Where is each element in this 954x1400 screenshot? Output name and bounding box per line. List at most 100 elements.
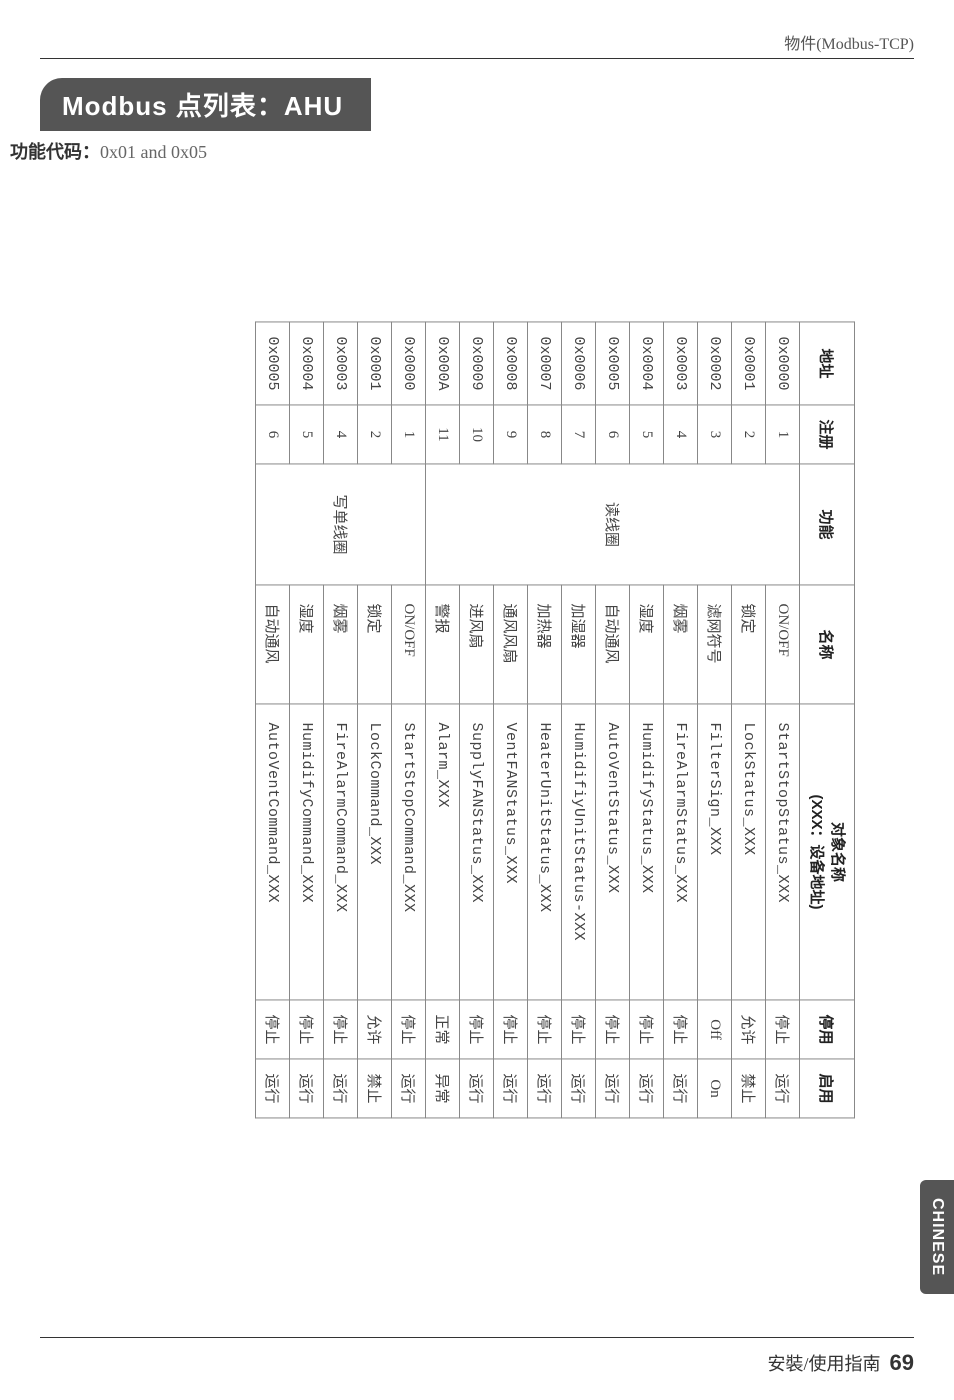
cell-addr: 0x0001: [732, 322, 766, 405]
cell-name: ON/OFF: [392, 585, 426, 704]
cell-obj: Alarm_XXX: [426, 704, 460, 1000]
cell-enabled: 运行: [290, 1059, 324, 1118]
cell-obj: FireAlarmCommand_XXX: [324, 704, 358, 1000]
cell-reg: 7: [562, 405, 596, 464]
cell-name: 湿度: [290, 585, 324, 704]
cell-obj: HeaterUnitStatus_XXX: [528, 704, 562, 1000]
function-code-label: 功能代码：0x01 and 0x05: [10, 138, 207, 164]
cell-enabled: 运行: [256, 1059, 290, 1118]
cell-addr: 0x0005: [596, 322, 630, 405]
table-row: 0x00012 锁定LockStatus_XXX允许禁止: [732, 322, 766, 1118]
cell-addr: 0x0008: [494, 322, 528, 405]
cell-addr: 0x0000: [766, 322, 800, 405]
table-row: 0x00012锁定LockCommand_XXX允许禁止: [358, 322, 392, 1118]
cell-reg: 1: [766, 405, 800, 464]
cell-disabled: 停止: [664, 1000, 698, 1059]
cell-obj: AutoVentStatus_XXX: [596, 704, 630, 1000]
cell-obj: LockCommand_XXX: [358, 704, 392, 1000]
cell-disabled: 停止: [766, 1000, 800, 1059]
cell-addr: 0x0004: [290, 322, 324, 405]
subtitle-label: 功能代码：: [10, 142, 100, 162]
col-func: 功能: [800, 464, 855, 585]
cell-reg: 5: [630, 405, 664, 464]
cell-reg: 6: [596, 405, 630, 464]
cell-addr: 0x0006: [562, 322, 596, 405]
table-row: 0x00001读线圈ON/OFFStartStopStatus_XXX停止运行: [766, 322, 800, 1118]
cell-enabled: 运行: [664, 1059, 698, 1118]
cell-obj: LockStatus_XXX: [732, 704, 766, 1000]
cell-name: 自动通风: [256, 585, 290, 704]
cell-reg: 2: [732, 405, 766, 464]
cell-disabled: 停止: [596, 1000, 630, 1059]
table-row: 0x00078加热器HeaterUnitStatus_XXX停止运行: [528, 322, 562, 1118]
cell-reg: 6: [256, 405, 290, 464]
cell-disabled: Off: [698, 1000, 732, 1059]
table-row: 0x00045湿度HumidifyCommand_XXX停止运行: [290, 322, 324, 1118]
cell-obj: HumidifyStatus_XXX: [630, 704, 664, 1000]
cell-reg: 8: [528, 405, 562, 464]
cell-reg: 1: [392, 405, 426, 464]
table-row: 0x00034烟雾FireAlarmStatus_XXX停止运行: [664, 322, 698, 1118]
cell-reg: 4: [664, 405, 698, 464]
cell-name: 锁定: [732, 585, 766, 704]
footer-divider: [40, 1337, 914, 1338]
cell-disabled: 允许: [732, 1000, 766, 1059]
cell-reg: 10: [460, 405, 494, 464]
table-row: 0x00056自动通风AutoVentCommand_XXX停止运行: [256, 322, 290, 1118]
table-row: 0x00089通风风扇VentFANStatus_XXX停止运行: [494, 322, 528, 1118]
col-obj-l2: (XXX：设备地址): [808, 795, 825, 910]
col-obj: 对象名称 (XXX：设备地址): [800, 704, 855, 1000]
cell-enabled: 运行: [494, 1059, 528, 1118]
cell-func-write: 写单线圈: [256, 464, 426, 585]
cell-name: 自动通风: [596, 585, 630, 704]
cell-disabled: 停止: [630, 1000, 664, 1059]
cell-func-read: 读线圈: [426, 464, 800, 585]
cell-enabled: 禁止: [732, 1059, 766, 1118]
cell-addr: 0x0005: [256, 322, 290, 405]
cell-reg: 11: [426, 405, 460, 464]
cell-name: 加湿器: [562, 585, 596, 704]
cell-addr: 0x0003: [664, 322, 698, 405]
language-tab: CHINESE: [920, 1180, 954, 1294]
cell-disabled: 停止: [460, 1000, 494, 1059]
table-row: 0x00023滤网符号FilterSign_XXXOffOn: [698, 322, 732, 1118]
cell-obj: HumidifiyUnitStatus-XXX: [562, 704, 596, 1000]
cell-disabled: 停止: [392, 1000, 426, 1059]
col-name: 名称: [800, 585, 855, 704]
cell-enabled: 运行: [766, 1059, 800, 1118]
table-body: 0x00001读线圈ON/OFFStartStopStatus_XXX停止运行0…: [256, 322, 800, 1118]
cell-name: 警报: [426, 585, 460, 704]
cell-enabled: 运行: [596, 1059, 630, 1118]
cell-reg: 4: [324, 405, 358, 464]
page-title: Modbus 点列表：AHU: [40, 78, 371, 131]
table-row: 0x00001写单线圈ON/OFFStartStopCommand_XXX停止运…: [392, 322, 426, 1118]
table-row: 0x00045湿度HumidifyStatus_XXX停止运行: [630, 322, 664, 1118]
cell-disabled: 停止: [494, 1000, 528, 1059]
cell-enabled: 禁止: [358, 1059, 392, 1118]
cell-addr: 0x0002: [698, 322, 732, 405]
table-row: 0x00034烟雾FireAlarmCommand_XXX停止运行: [324, 322, 358, 1118]
cell-obj: FireAlarmStatus_XXX: [664, 704, 698, 1000]
footer: 安裝/使用指南 69: [768, 1350, 915, 1376]
cell-reg: 5: [290, 405, 324, 464]
cell-name: 烟雾: [324, 585, 358, 704]
cell-enabled: 运行: [562, 1059, 596, 1118]
cell-enabled: 运行: [528, 1059, 562, 1118]
cell-name: 进风扇: [460, 585, 494, 704]
cell-addr: 0x0009: [460, 322, 494, 405]
cell-addr: 0x0001: [358, 322, 392, 405]
table-row: 0x00056 自动通风AutoVentStatus_XXX停止运行: [596, 322, 630, 1118]
col-enabled: 启用: [800, 1059, 855, 1118]
cell-enabled: 异常: [426, 1059, 460, 1118]
cell-enabled: On: [698, 1059, 732, 1118]
cell-enabled: 运行: [392, 1059, 426, 1118]
cell-obj: SupplyFANStatus_XXX: [460, 704, 494, 1000]
modbus-point-table: 地址 注册 功能 名称 对象名称 (XXX：设备地址) 停用 启用 0x0000…: [255, 321, 855, 1118]
cell-name: ON/OFF: [766, 585, 800, 704]
cell-disabled: 停止: [562, 1000, 596, 1059]
cell-obj: FilterSign_XXX: [698, 704, 732, 1000]
cell-enabled: 运行: [324, 1059, 358, 1118]
cell-obj: VentFANStatus_XXX: [494, 704, 528, 1000]
cell-addr: 0x0007: [528, 322, 562, 405]
cell-obj: StartStopCommand_XXX: [392, 704, 426, 1000]
